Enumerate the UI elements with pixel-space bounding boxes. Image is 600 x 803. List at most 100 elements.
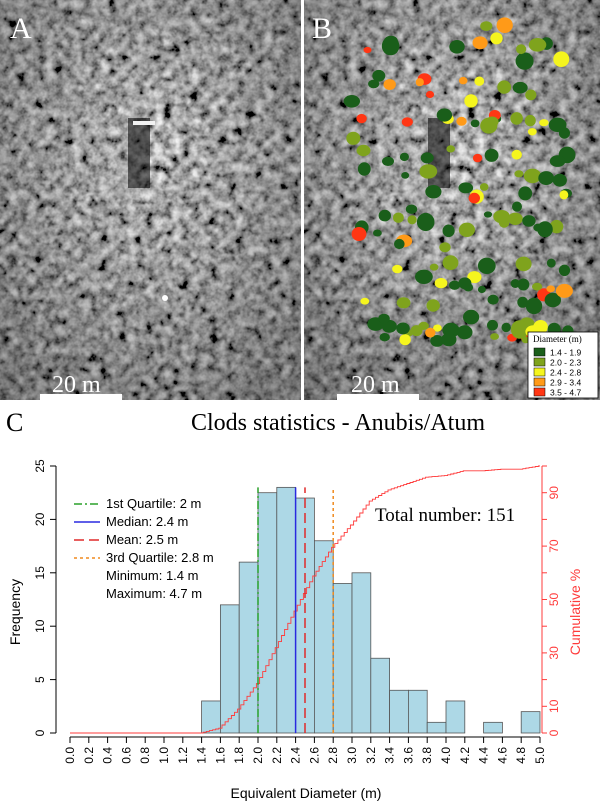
clod-marker: [343, 95, 360, 108]
y-tick-label: 5: [33, 676, 47, 683]
clod-marker: [523, 168, 542, 184]
scalebar-a: [40, 394, 122, 400]
clod-marker: [493, 210, 510, 224]
clod-marker: [434, 278, 448, 289]
clod-marker: [487, 294, 499, 305]
legend-swatch: [533, 387, 546, 397]
legend-swatch: [533, 347, 546, 357]
clod-marker: [446, 145, 455, 153]
diameter-legend: Diameter (m) 1.4 - 1.92.0 - 2.32.4 - 2.8…: [527, 331, 599, 399]
x-tick-label: 2.2: [270, 747, 284, 764]
stats-legend-entry: Maximum: 4.7 m: [106, 586, 202, 601]
x-tick-label: 3.4: [383, 747, 397, 764]
clod-marker: [458, 182, 474, 194]
panel-b: B 20 m Diameter (m) 1.4 - 1.92.0 - 2.32.…: [304, 0, 600, 400]
legend-range-label: 3.5 - 4.7: [550, 388, 581, 398]
clod-marker: [490, 333, 499, 340]
clod-marker: [552, 173, 567, 187]
clod-marker: [501, 322, 511, 333]
legend-range-label: 1.4 - 1.9: [550, 348, 581, 358]
histogram-bar: [201, 700, 221, 734]
x-tick-label: 4.2: [458, 747, 472, 764]
x-tick-label: 0.4: [101, 747, 115, 764]
clod-marker: [416, 212, 435, 232]
clod-marker: [474, 76, 485, 86]
clod-marker: [517, 296, 529, 308]
clod-marker: [396, 322, 410, 335]
x-tick-label: 4.6: [495, 747, 509, 764]
clod-marker: [381, 36, 400, 56]
clod-marker: [373, 229, 382, 237]
clod-marker: [496, 17, 513, 33]
clod-marker: [429, 263, 439, 271]
clod-marker: [470, 119, 480, 128]
y-right-tick-label: 10: [547, 699, 561, 713]
x-tick-label: 1.2: [176, 747, 190, 764]
x-tick-label: 5.0: [533, 747, 547, 764]
clod-marker: [458, 222, 475, 237]
clod-marker: [378, 313, 390, 324]
clod-marker: [415, 269, 433, 284]
clod-marker: [382, 156, 394, 166]
histogram-bar: [389, 689, 409, 734]
x-tick-label: 3.0: [345, 747, 359, 764]
y-tick-label: 0: [33, 729, 47, 736]
clod-marker: [468, 192, 480, 204]
diameter-legend-item: 2.4 - 2.8: [533, 367, 581, 378]
clod-marker: [399, 152, 409, 162]
clod-marker: [510, 320, 529, 339]
clod-marker: [396, 297, 411, 309]
panel-c-label: C: [6, 408, 23, 437]
clod-marker: [425, 90, 435, 99]
x-tick-label: 2.8: [326, 747, 340, 764]
clod-marker: [510, 112, 523, 125]
legend-range-label: 2.9 - 3.4: [550, 378, 581, 388]
y-tick-label: 20: [33, 512, 47, 526]
clod-marker: [487, 319, 498, 331]
plot-area: 0 5 10 15 20 25 0 10 30 50 70 90 0.0 0.2 0.4 0.6 0.8 1.0 1…: [33, 459, 561, 764]
clod-marker: [522, 215, 536, 227]
clod-marker: [360, 297, 370, 305]
clod-marker: [559, 190, 569, 200]
clod-marker: [517, 278, 530, 291]
clod-marker: [507, 212, 523, 225]
chart-title: Clods statistics - Anubis/Atum: [191, 410, 485, 436]
legend-swatch: [533, 367, 546, 377]
histogram-bar: [520, 711, 541, 734]
clod-marker: [538, 171, 555, 186]
clod-marker: [514, 170, 524, 178]
clod-marker: [419, 164, 438, 179]
clod-marker: [549, 219, 564, 234]
clod-marker: [511, 149, 522, 160]
clod-marker: [510, 279, 520, 288]
clod-marker: [525, 297, 543, 315]
histogram-bar: [445, 700, 466, 734]
clod-marker: [449, 40, 465, 54]
clod-marker: [558, 264, 571, 276]
x-tick-label: 2.4: [289, 747, 303, 764]
clod-marker: [363, 46, 372, 54]
panel-a: A 20 m: [0, 0, 301, 400]
histogram-bar: [351, 572, 372, 734]
legend-swatch: [533, 377, 546, 387]
clod-marker: [378, 209, 391, 222]
x-tick-label: 0.6: [119, 747, 133, 764]
clod-marker: [456, 116, 467, 126]
y-tick-label: 15: [33, 566, 47, 580]
clod-marker: [483, 211, 493, 218]
x-tick-label: 4.4: [477, 747, 491, 764]
y-axis-right-label: Cumulative %: [567, 569, 583, 655]
clod-marker: [407, 215, 417, 225]
scalebar-b-label: 20 m: [351, 372, 400, 398]
clod-marker: [515, 52, 534, 70]
clod-marker: [357, 162, 371, 176]
clod-marker: [458, 277, 472, 290]
clod-marker: [516, 44, 527, 55]
clod-marker: [372, 69, 386, 82]
clod-marker: [442, 255, 459, 271]
clod-marker: [553, 51, 570, 67]
clod-marker: [544, 292, 561, 308]
clod-marker: [549, 155, 566, 167]
clod-marker: [518, 186, 533, 201]
clod-marker: [477, 285, 486, 294]
